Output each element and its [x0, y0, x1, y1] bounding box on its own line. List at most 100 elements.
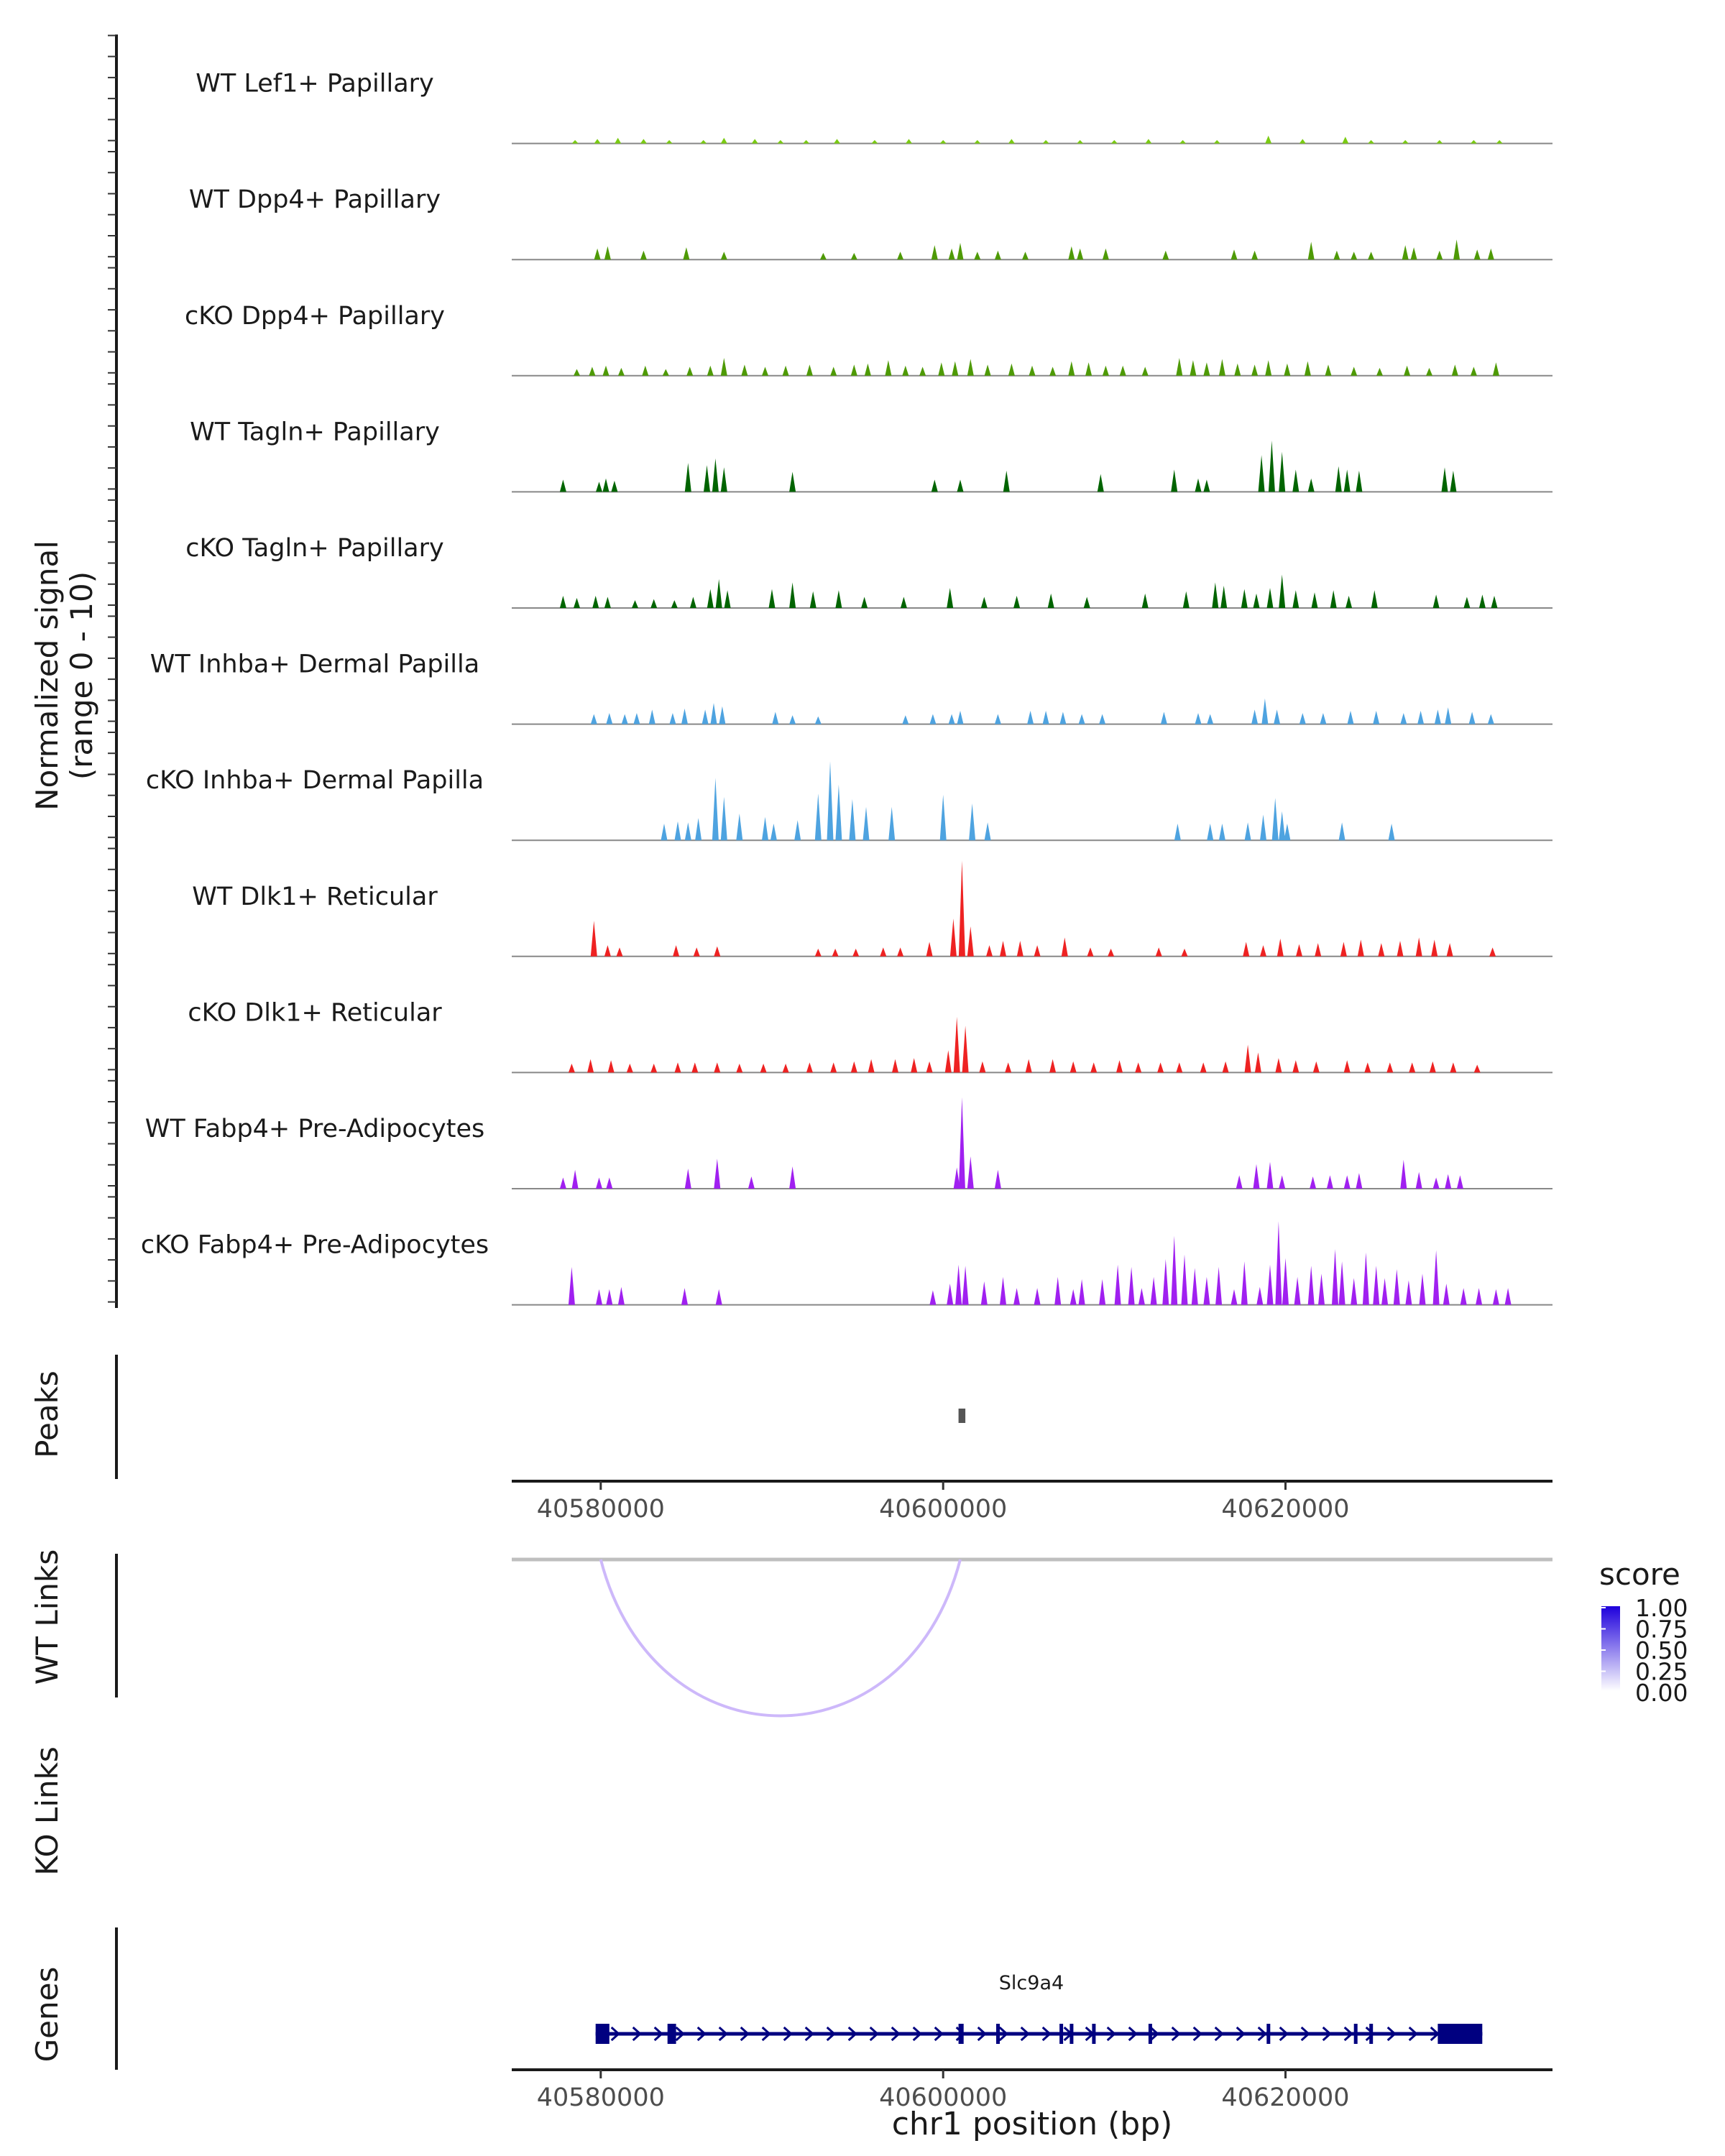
signal-peak: [715, 1289, 722, 1305]
signal-peak: [719, 706, 726, 724]
signal-peak: [1261, 698, 1269, 724]
signal-peak: [835, 590, 842, 608]
signal-peak: [720, 252, 727, 260]
signal-peak: [1312, 1061, 1320, 1073]
track-5: WT Inhba+ Dermal Papilla: [150, 650, 1552, 725]
signal-peak: [1128, 1266, 1135, 1305]
signal-peak: [852, 949, 860, 957]
signal-peak: [1077, 139, 1084, 144]
signal-peak: [621, 714, 628, 724]
signal-peak: [1005, 1062, 1012, 1073]
signal-peak: [1000, 1276, 1006, 1305]
signal-peak: [1150, 1276, 1157, 1305]
signal-peak: [967, 926, 974, 957]
signal-peak: [1451, 364, 1458, 376]
signal-peak: [880, 947, 887, 957]
signal-peak: [789, 1166, 796, 1189]
track-6: cKO Inhba+ Dermal Papilla: [146, 761, 1552, 842]
signal-peak: [931, 479, 938, 492]
track-10: cKO Fabp4+ Pre-Adipocytes: [141, 1221, 1552, 1306]
signal-peak: [902, 715, 909, 724]
signal-peak: [1013, 1288, 1021, 1305]
signal-peak: [1473, 249, 1481, 260]
signal-peak: [834, 139, 840, 144]
signal-peak: [710, 703, 717, 724]
signal-peak: [1251, 364, 1259, 376]
signal-peak: [617, 1286, 625, 1305]
strand-arrow: [1386, 2026, 1397, 2042]
signal-peak: [939, 139, 947, 144]
strand-arrow: [1279, 2026, 1289, 2042]
signal-peak: [1253, 1164, 1260, 1189]
signal-peak: [814, 793, 822, 841]
signal-peak: [777, 139, 784, 144]
signal-peak: [626, 1064, 633, 1073]
signal-peak: [602, 365, 610, 376]
signal-peak: [897, 252, 904, 260]
signal-peak: [1373, 1266, 1380, 1305]
signal-peak: [1376, 367, 1383, 376]
signal-peak: [606, 713, 613, 724]
signal-peak: [674, 821, 681, 841]
signal-peak: [1357, 939, 1364, 957]
signal-peak: [760, 1064, 767, 1073]
signal-peak: [1157, 1062, 1164, 1073]
signal-peak: [1284, 363, 1291, 376]
signal-peak: [868, 1059, 875, 1073]
signal-peak: [1176, 358, 1183, 376]
signal-peak: [948, 248, 955, 260]
signal-peak: [1162, 250, 1169, 260]
signal-peak: [1195, 478, 1202, 492]
track-label: WT Tagln+ Papillary: [190, 418, 440, 446]
signal-peak: [806, 364, 813, 376]
signal-peak: [1138, 1288, 1145, 1305]
signal-peak: [1456, 1175, 1463, 1189]
signal-peak: [673, 945, 680, 957]
signal-peak: [1491, 596, 1498, 608]
signal-peak: [1008, 139, 1015, 144]
signal-peak: [957, 242, 964, 260]
signal-peak: [596, 482, 602, 492]
signal-peak: [1284, 824, 1291, 841]
strand-arrow: [1300, 2026, 1310, 2042]
signal-peak: [939, 794, 947, 841]
signal-peak: [1431, 939, 1438, 957]
track-label: cKO Dpp4+ Papillary: [185, 302, 445, 331]
signal-peak: [559, 596, 566, 608]
signal-peak: [1251, 709, 1259, 724]
signal-peak: [662, 369, 669, 376]
signal-peak: [1260, 945, 1266, 957]
signal-peak: [962, 1266, 969, 1305]
strand-arrow: [1106, 2026, 1116, 2042]
signal-peak: [1362, 1252, 1369, 1305]
signal-peak: [681, 1288, 688, 1305]
track-label: cKO Tagln+ Papillary: [185, 534, 444, 563]
signal-peak: [1468, 711, 1476, 724]
signal-peak: [559, 479, 566, 492]
signal-peak: [888, 806, 896, 841]
signal-peak: [1351, 252, 1358, 260]
signal-peak: [1087, 947, 1094, 957]
signal-peak: [1299, 713, 1306, 724]
signal-peak: [974, 252, 981, 260]
strand-arrow: [632, 2026, 642, 2042]
track-label: WT Lef1+ Papillary: [196, 70, 434, 98]
signal-peak: [666, 139, 673, 144]
signal-peak: [814, 716, 822, 724]
exon: [1369, 2024, 1374, 2044]
strand-arrow: [891, 2026, 901, 2042]
signal-peak: [967, 359, 974, 376]
signal-peak: [1417, 711, 1425, 724]
signal-peak: [1292, 469, 1300, 492]
signal-peak: [1047, 593, 1054, 608]
strand-arrow: [1257, 2026, 1267, 2042]
signal-peak: [1078, 1279, 1085, 1305]
signal-peak: [1218, 359, 1225, 376]
signal-peak: [809, 591, 816, 608]
signal-peak: [1241, 589, 1248, 608]
signal-peak: [602, 478, 610, 492]
signal-peak: [1155, 947, 1162, 957]
exon: [958, 2024, 964, 2044]
signal-peak: [1432, 594, 1440, 608]
signal-peak: [1182, 591, 1190, 608]
